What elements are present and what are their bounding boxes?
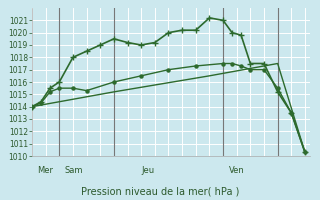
Text: Mer: Mer	[37, 166, 53, 175]
Text: Jeu: Jeu	[141, 166, 154, 175]
Text: Pression niveau de la mer( hPa ): Pression niveau de la mer( hPa )	[81, 186, 239, 196]
Text: Ven: Ven	[228, 166, 244, 175]
Text: Sam: Sam	[65, 166, 83, 175]
